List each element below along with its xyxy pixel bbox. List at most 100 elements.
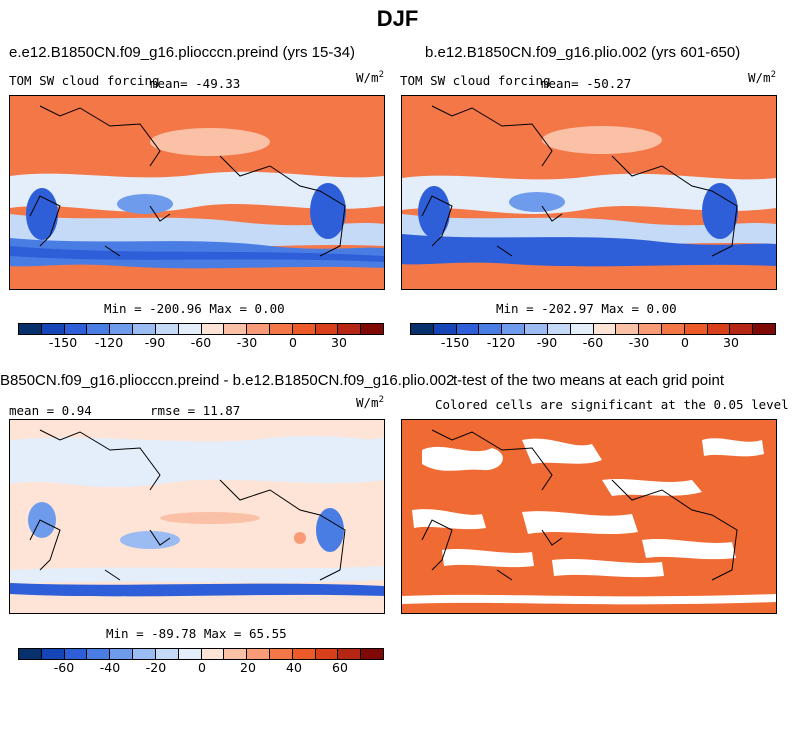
cbar-cell (338, 649, 362, 659)
panel1-coastlines (29, 105, 346, 257)
cbar-cell (224, 324, 248, 334)
panel2-field-south-band (402, 214, 776, 246)
panel3-map-svg (10, 420, 384, 613)
panel3-field-south-light (10, 566, 384, 584)
cbar-cell (133, 649, 156, 659)
panel1-mean: mean= -49.33 (150, 76, 241, 91)
cbar-cell (684, 324, 708, 334)
cbar-cell (269, 324, 293, 334)
cbar-cell (525, 324, 548, 334)
panel3-tick: -60 (53, 660, 75, 675)
panel3-rmse: rmse = 11.87 (150, 403, 241, 418)
cbar-cell (570, 324, 594, 334)
cbar-cell (178, 649, 202, 659)
panel1-tick: 0 (289, 335, 297, 350)
panel1-variable: TOM SW cloud forcing (9, 73, 160, 88)
panel1-tick: -150 (48, 335, 78, 350)
panel2-field-maritime (509, 192, 565, 212)
panel2-tick: 0 (681, 335, 689, 350)
panel3-coastlines (29, 429, 346, 581)
panel2-field-tropics (402, 173, 776, 214)
cbar-cell (247, 324, 270, 334)
cbar-cell (292, 649, 316, 659)
figure-title: DJF (376, 6, 419, 31)
panel2-minmax: Min = -202.97 Max = 0.00 (496, 301, 677, 316)
panel2-tick: -60 (582, 335, 604, 350)
panel4-title: t-test of the two means at each grid poi… (453, 372, 724, 389)
panel4-map (401, 419, 777, 614)
cbar-cell (155, 324, 179, 334)
panel3-field-itcz (160, 512, 260, 524)
panel1-colorbar (18, 323, 384, 335)
panel3-tick: 60 (332, 660, 348, 675)
cbar-cell (479, 324, 503, 334)
cbar-cell (19, 649, 42, 659)
panel2-map-svg (402, 96, 776, 289)
panel2-title: b.e12.B1850CN.f09_g16.plio.002 (yrs 601-… (425, 44, 741, 61)
cbar-cell (361, 324, 383, 334)
panel3-field-samerica (316, 508, 344, 552)
cbar-cell (87, 649, 111, 659)
panel2-field-southern-ocean (402, 234, 776, 267)
panel4-insignificant-cells (402, 438, 776, 605)
panel4-map-svg (402, 420, 776, 613)
cbar-cell (502, 324, 526, 334)
cbar-cell (178, 324, 202, 334)
panel1-tick: -30 (236, 335, 258, 350)
panel2-field-npacific (542, 126, 662, 154)
cbar-cell (730, 324, 754, 334)
cbar-cell (315, 324, 339, 334)
panel3-tick: 20 (240, 660, 256, 675)
panel3-field-hotspot (294, 532, 306, 544)
panel3-minmax: Min = -89.78 Max = 65.55 (106, 626, 287, 641)
panel2-tick: 30 (723, 335, 739, 350)
panel1-tick: -120 (94, 335, 124, 350)
cbar-cell (201, 649, 225, 659)
panel1-title: e.e12.B1850CN.f09_g16.pliocccn.preind (y… (9, 44, 356, 61)
panel3-colorbar (18, 648, 384, 660)
cbar-cell (41, 649, 65, 659)
panel1-field-samerica-low (310, 183, 346, 239)
panel4-coastlines (421, 429, 738, 581)
cbar-cell (433, 324, 457, 334)
cbar-cell (87, 324, 111, 334)
cbar-cell (110, 649, 134, 659)
cbar-cell (247, 649, 270, 659)
panel2-coastlines (421, 105, 738, 257)
cbar-cell (224, 649, 248, 659)
panel2-mean: mean= -50.27 (541, 76, 632, 91)
cbar-cell (593, 324, 617, 334)
panel3-field-africa (28, 502, 56, 538)
cbar-cell (411, 324, 434, 334)
cbar-cell (155, 649, 179, 659)
panel3-title: B850CN.f09_g16.pliocccn.preind - b.e12.B… (0, 372, 455, 389)
panel4-subtitle: Colored cells are significant at the 0.0… (435, 397, 789, 412)
panel2-tick: -90 (536, 335, 558, 350)
panel1-tick: 30 (331, 335, 347, 350)
panel1-minmax: Min = -200.96 Max = 0.00 (104, 301, 285, 316)
panel3-units: W/m2 (356, 395, 384, 411)
panel2-colorbar (410, 323, 776, 335)
panel2-tick: -120 (486, 335, 516, 350)
panel3-tick: 0 (198, 660, 206, 675)
panel2-tick: -150 (440, 335, 470, 350)
panel1-field-south-band (10, 214, 384, 248)
panel3-tick: 40 (286, 660, 302, 675)
cbar-cell (201, 324, 225, 334)
panel3-field-indopac (120, 531, 180, 549)
panel1-field-npacific (150, 128, 270, 156)
panel3-field-north (10, 436, 384, 488)
panel1-field-maritime (117, 194, 173, 214)
panel1-field-southern-core (10, 246, 384, 262)
panel1-map-svg (10, 96, 384, 289)
panel3-tick: -20 (145, 660, 167, 675)
cbar-cell (269, 649, 293, 659)
panel3-field-south-blue (10, 583, 384, 597)
cbar-cell (133, 324, 156, 334)
cbar-cell (547, 324, 571, 334)
cbar-cell (456, 324, 480, 334)
panel3-tick: -40 (99, 660, 121, 675)
cbar-cell (361, 649, 383, 659)
cbar-cell (661, 324, 685, 334)
panel3-mean: mean = 0.94 (9, 403, 92, 418)
